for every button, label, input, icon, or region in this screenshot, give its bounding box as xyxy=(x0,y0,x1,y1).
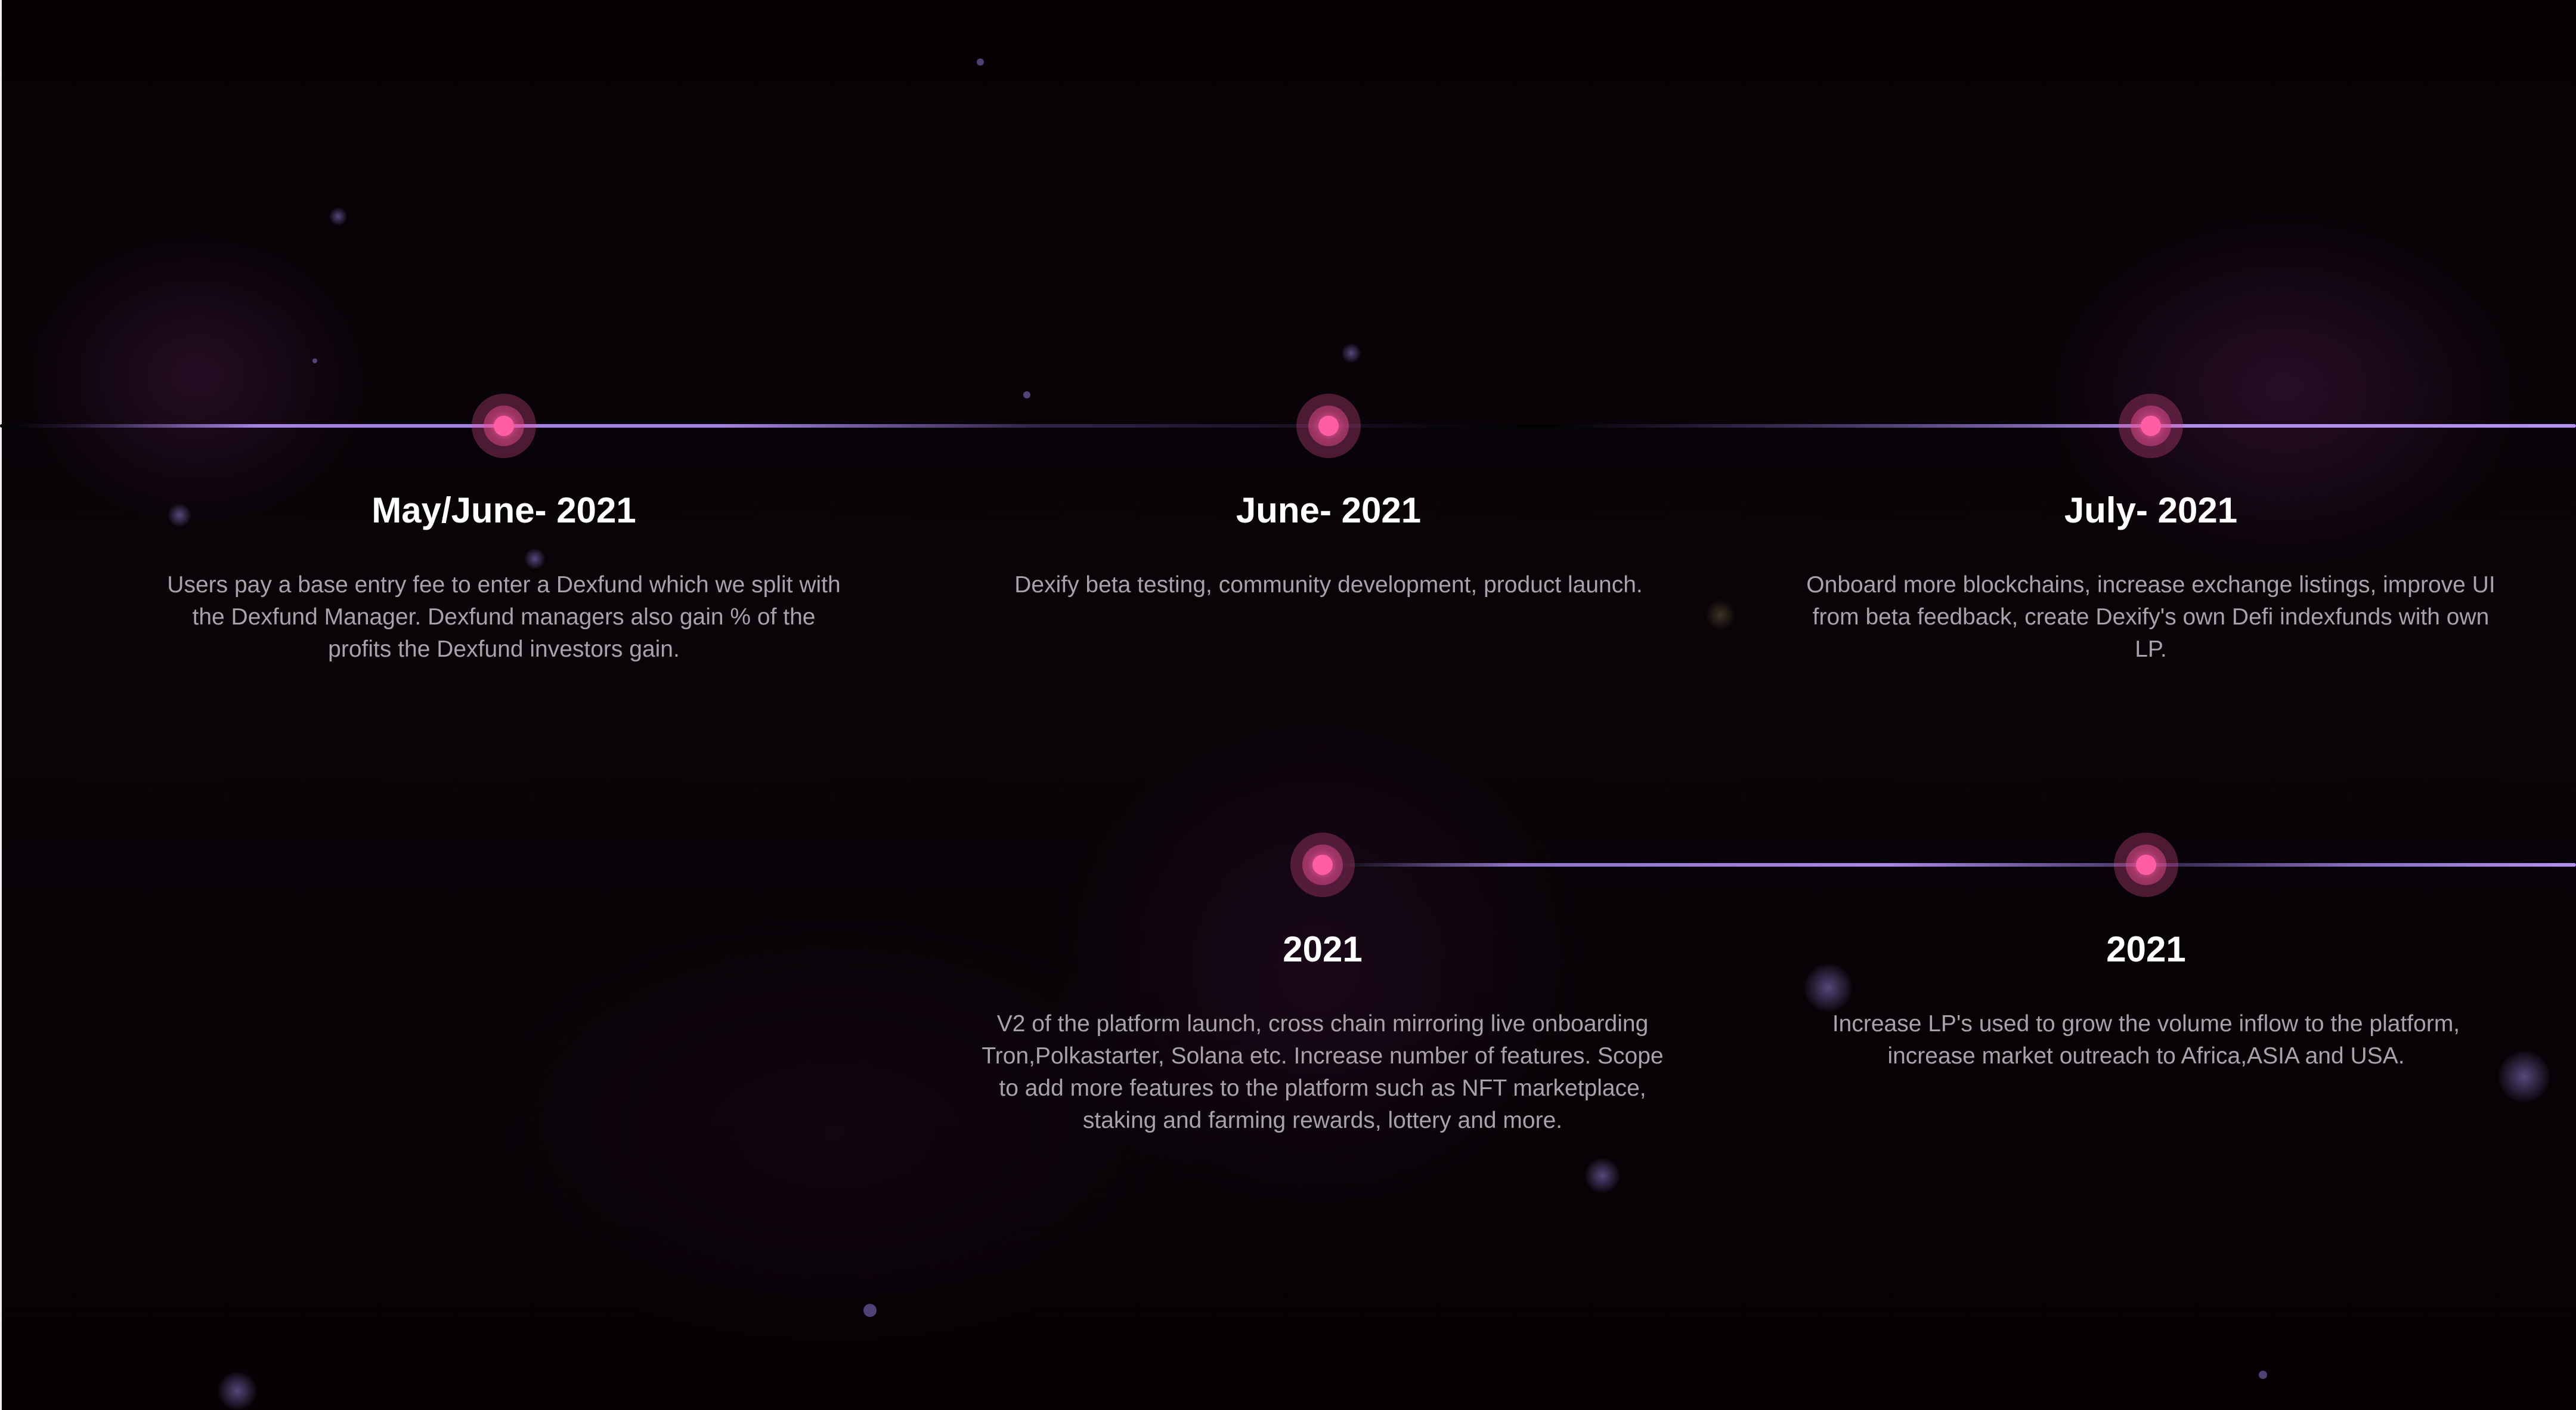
milestone-title: June- 2021 xyxy=(1236,490,1422,530)
milestone-title: May/June- 2021 xyxy=(371,490,636,530)
star-particle xyxy=(2498,1051,2550,1102)
star-particle xyxy=(218,1372,256,1410)
star-particle xyxy=(1705,600,1735,630)
milestone-dot-icon xyxy=(1296,394,1361,458)
milestone-description: Users pay a base entry fee to enter a De… xyxy=(167,572,841,662)
milestone-description: Onboard more blockchains, increase excha… xyxy=(1806,572,2496,662)
milestone-2021-v2: 2021 V2 of the platform launch, cross ch… xyxy=(953,833,1692,1137)
timeline-line-row-1 xyxy=(0,424,2576,428)
milestone-july-2021: July- 2021 Onboard more blockchains, inc… xyxy=(1781,394,2521,666)
milestone-may-june-2021: May/June- 2021 Users pay a base entry fe… xyxy=(134,394,874,666)
star-particle xyxy=(863,1304,877,1317)
star-particle xyxy=(329,208,347,225)
star-particle xyxy=(1342,344,1361,363)
star-particle xyxy=(525,549,545,569)
milestone-dot-icon xyxy=(472,394,536,458)
milestone-june-2021: June- 2021 Dexify beta testing, communit… xyxy=(959,394,1698,601)
timeline-line-row-2 xyxy=(1324,863,2576,867)
milestone-dot-icon xyxy=(2114,833,2178,897)
star-particle xyxy=(977,58,984,66)
milestone-title: 2021 xyxy=(2106,929,2186,969)
milestone-dot-icon xyxy=(2119,394,2183,458)
milestone-title: July- 2021 xyxy=(2064,490,2238,530)
star-particle xyxy=(312,358,317,363)
star-particle xyxy=(2259,1371,2267,1379)
milestone-title: 2021 xyxy=(1283,929,1363,969)
left-edge-border xyxy=(0,0,2,1410)
milestone-description: Increase LP's used to grow the volume in… xyxy=(1832,1011,2460,1069)
star-particle xyxy=(1023,391,1030,398)
star-particle xyxy=(1585,1158,1620,1193)
milestone-description: V2 of the platform launch, cross chain m… xyxy=(982,1011,1664,1133)
milestone-description: Dexify beta testing, community developme… xyxy=(1014,572,1643,598)
star-particle xyxy=(1804,964,1852,1012)
milestone-2021-growth: 2021 Increase LP's used to grow the volu… xyxy=(1776,833,2516,1072)
milestone-dot-icon xyxy=(1290,833,1355,897)
star-particle xyxy=(168,504,191,527)
